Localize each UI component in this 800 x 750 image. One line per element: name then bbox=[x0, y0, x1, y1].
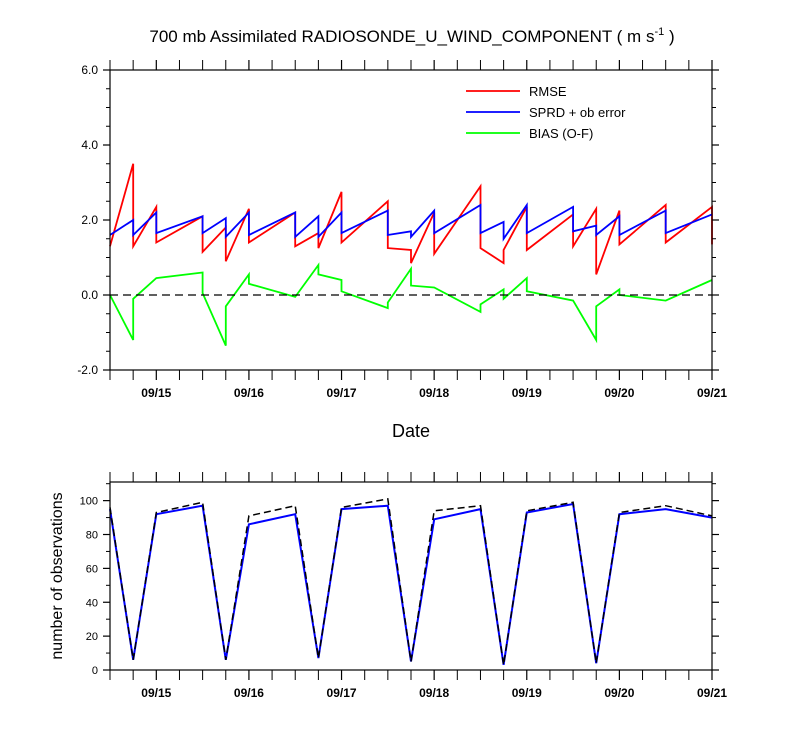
y-tick-label: 40 bbox=[86, 597, 98, 609]
top-plot-panel: -2.0 0.0 2.0 4.0 6.0 09/15 09/16 09/17 09/18 09/1… bbox=[77, 60, 727, 400]
y-tick-label: 60 bbox=[86, 563, 98, 575]
x-tick-label: 09/16 bbox=[234, 686, 264, 700]
x-tick-label: 09/15 bbox=[141, 686, 171, 700]
chart-title: 700 mb Assimilated RADIOSONDE_U_WIND_COM… bbox=[149, 26, 674, 46]
y-tick-label: -2.0 bbox=[77, 363, 98, 377]
series-line-bias-o-f bbox=[109, 262, 713, 346]
top-series-group bbox=[109, 163, 713, 346]
x-tick-label: 09/20 bbox=[604, 386, 634, 400]
series-line-possible bbox=[109, 498, 713, 666]
x-tick-label: 09/19 bbox=[512, 386, 542, 400]
y-tick-label: 0 bbox=[92, 665, 98, 677]
legend-label: SPRD + ob error bbox=[529, 105, 626, 120]
y-tick-label: 6.0 bbox=[81, 63, 98, 77]
x-tick-label: 09/19 bbox=[512, 686, 542, 700]
y-tick-label: 2.0 bbox=[81, 213, 98, 227]
x-tick-label: 09/20 bbox=[604, 686, 634, 700]
x-tick-label: 09/18 bbox=[419, 686, 449, 700]
x-tick-label: 09/15 bbox=[141, 386, 171, 400]
x-tick-label: 09/18 bbox=[419, 386, 449, 400]
x-tick-label: 09/17 bbox=[327, 686, 357, 700]
legend: RMSE SPRD + ob error BIAS (O-F) bbox=[466, 84, 626, 141]
legend-label: RMSE bbox=[529, 84, 567, 99]
series-line-assimilated bbox=[109, 502, 713, 666]
legend-label: BIAS (O-F) bbox=[529, 126, 593, 141]
chart-title-superscript: -1 bbox=[654, 26, 664, 38]
x-tick-label: 09/17 bbox=[327, 386, 357, 400]
bottom-series-group bbox=[109, 498, 713, 666]
y-tick-label: 80 bbox=[86, 530, 98, 542]
y-tick-label: 100 bbox=[80, 496, 98, 508]
series-line-rmse bbox=[109, 163, 713, 275]
top-plot-frame bbox=[109, 69, 713, 371]
x-axis-label: Date bbox=[392, 421, 430, 441]
bottom-axes: 0 20 40 60 80 100 09/15 09/16 09/17 09/18 09/19 09/… bbox=[80, 472, 727, 700]
y-tick-label: 0.0 bbox=[81, 288, 98, 302]
x-tick-label: 09/21 bbox=[697, 686, 727, 700]
top-axes: -2.0 0.0 2.0 4.0 6.0 09/15 09/16 09/17 09/18 09/1… bbox=[77, 60, 727, 400]
series-line-sprd-ob-error bbox=[109, 202, 713, 242]
bottom-plot-frame bbox=[109, 481, 713, 671]
x-tick-label: 09/21 bbox=[697, 386, 727, 400]
chart-title-text: 700 mb Assimilated RADIOSONDE_U_WIND_COM… bbox=[149, 27, 654, 46]
y-tick-label: 4.0 bbox=[81, 138, 98, 152]
y-axis-label-observations: number of observations bbox=[49, 492, 66, 659]
x-tick-label: 09/16 bbox=[234, 386, 264, 400]
chart-title-suffix: ) bbox=[664, 27, 674, 46]
y-tick-label: 20 bbox=[86, 631, 98, 643]
bottom-plot-panel: 0 20 40 60 80 100 09/15 09/16 09/17 09/18 09/19 09/… bbox=[80, 472, 727, 700]
